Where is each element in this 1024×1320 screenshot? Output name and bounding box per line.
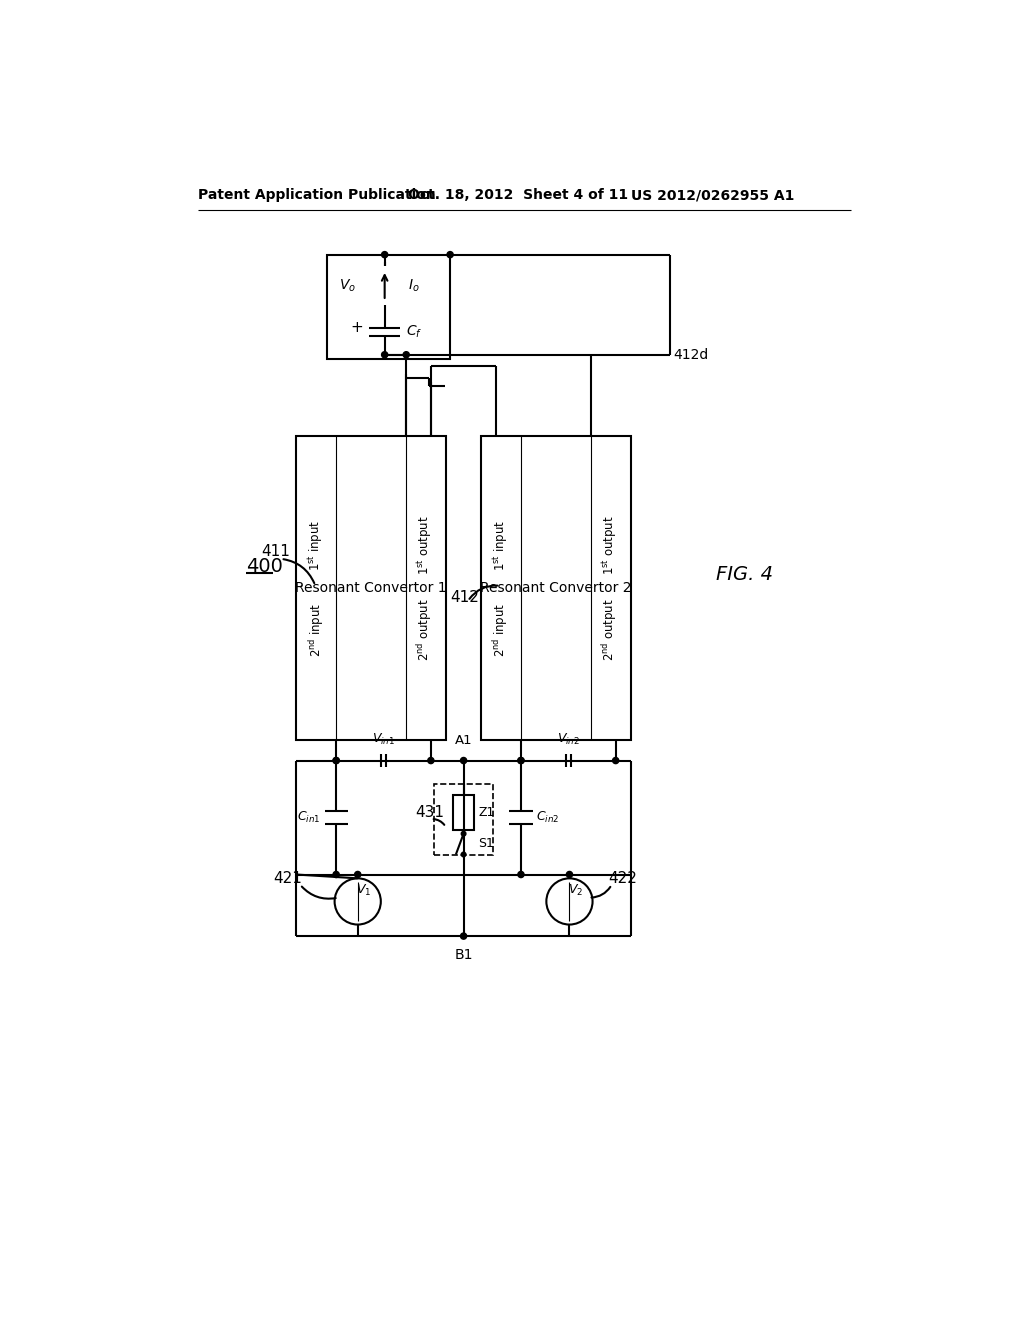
Bar	[327, 255, 451, 359]
Circle shape	[518, 758, 524, 763]
Text: 422: 422	[608, 871, 637, 886]
Text: 400: 400	[246, 557, 283, 576]
Text: $V_2$: $V_2$	[568, 883, 583, 898]
Circle shape	[333, 758, 339, 763]
Circle shape	[461, 933, 467, 940]
Circle shape	[518, 871, 524, 878]
Text: 1$^{\sf st}$ output: 1$^{\sf st}$ output	[416, 515, 434, 576]
Text: $C_{in1}$: $C_{in1}$	[297, 810, 321, 825]
Text: 1$^{\sf st}$ input: 1$^{\sf st}$ input	[492, 520, 510, 572]
Text: FIG. 4: FIG. 4	[716, 565, 773, 583]
Circle shape	[382, 351, 388, 358]
Text: 2$^{\sf nd}$ output: 2$^{\sf nd}$ output	[600, 599, 618, 661]
Text: 2$^{\sf nd}$ output: 2$^{\sf nd}$ output	[416, 599, 434, 661]
Circle shape	[461, 758, 467, 763]
Text: $V_o$: $V_o$	[339, 277, 356, 293]
Text: 1$^{\sf st}$ input: 1$^{\sf st}$ input	[307, 520, 326, 572]
Text: Z1: Z1	[478, 807, 495, 818]
Text: Resonant Convertor 1: Resonant Convertor 1	[295, 581, 447, 595]
Text: $C_f$: $C_f$	[407, 323, 423, 339]
Text: 412d: 412d	[674, 347, 709, 362]
Text: B1: B1	[455, 949, 473, 962]
Text: 431: 431	[416, 805, 444, 821]
Text: $C_{in2}$: $C_{in2}$	[537, 810, 560, 825]
Text: Resonant Convertor 2: Resonant Convertor 2	[480, 581, 632, 595]
Circle shape	[403, 351, 410, 358]
Text: US 2012/0262955 A1: US 2012/0262955 A1	[631, 189, 795, 202]
Circle shape	[612, 758, 618, 763]
Text: +: +	[350, 319, 364, 334]
Text: 412: 412	[451, 590, 479, 605]
Text: $V_{in2}$: $V_{in2}$	[557, 731, 580, 747]
Text: 2$^{\sf nd}$ input: 2$^{\sf nd}$ input	[306, 603, 326, 657]
Circle shape	[447, 252, 454, 257]
Text: A1: A1	[455, 734, 472, 747]
Circle shape	[333, 758, 339, 763]
Text: 1$^{\sf st}$ output: 1$^{\sf st}$ output	[600, 515, 618, 576]
Circle shape	[461, 832, 466, 836]
Text: $V_1$: $V_1$	[356, 883, 372, 898]
Circle shape	[382, 252, 388, 257]
Bar	[434, 784, 493, 855]
Circle shape	[428, 758, 434, 763]
Text: $V_{in1}$: $V_{in1}$	[372, 731, 395, 747]
Circle shape	[333, 871, 339, 878]
Circle shape	[461, 853, 466, 857]
Bar	[453, 795, 474, 830]
Text: 2$^{\sf nd}$ input: 2$^{\sf nd}$ input	[492, 603, 510, 657]
Bar	[481, 436, 631, 739]
Text: S1: S1	[478, 837, 495, 850]
Text: 411: 411	[261, 544, 291, 558]
Text: Oct. 18, 2012  Sheet 4 of 11: Oct. 18, 2012 Sheet 4 of 11	[408, 189, 628, 202]
Circle shape	[566, 871, 572, 878]
Text: $I_o$: $I_o$	[408, 277, 420, 293]
Text: 421: 421	[273, 871, 302, 886]
Text: Patent Application Publication: Patent Application Publication	[199, 189, 436, 202]
Circle shape	[354, 871, 360, 878]
Bar	[296, 436, 446, 739]
Circle shape	[518, 758, 524, 763]
